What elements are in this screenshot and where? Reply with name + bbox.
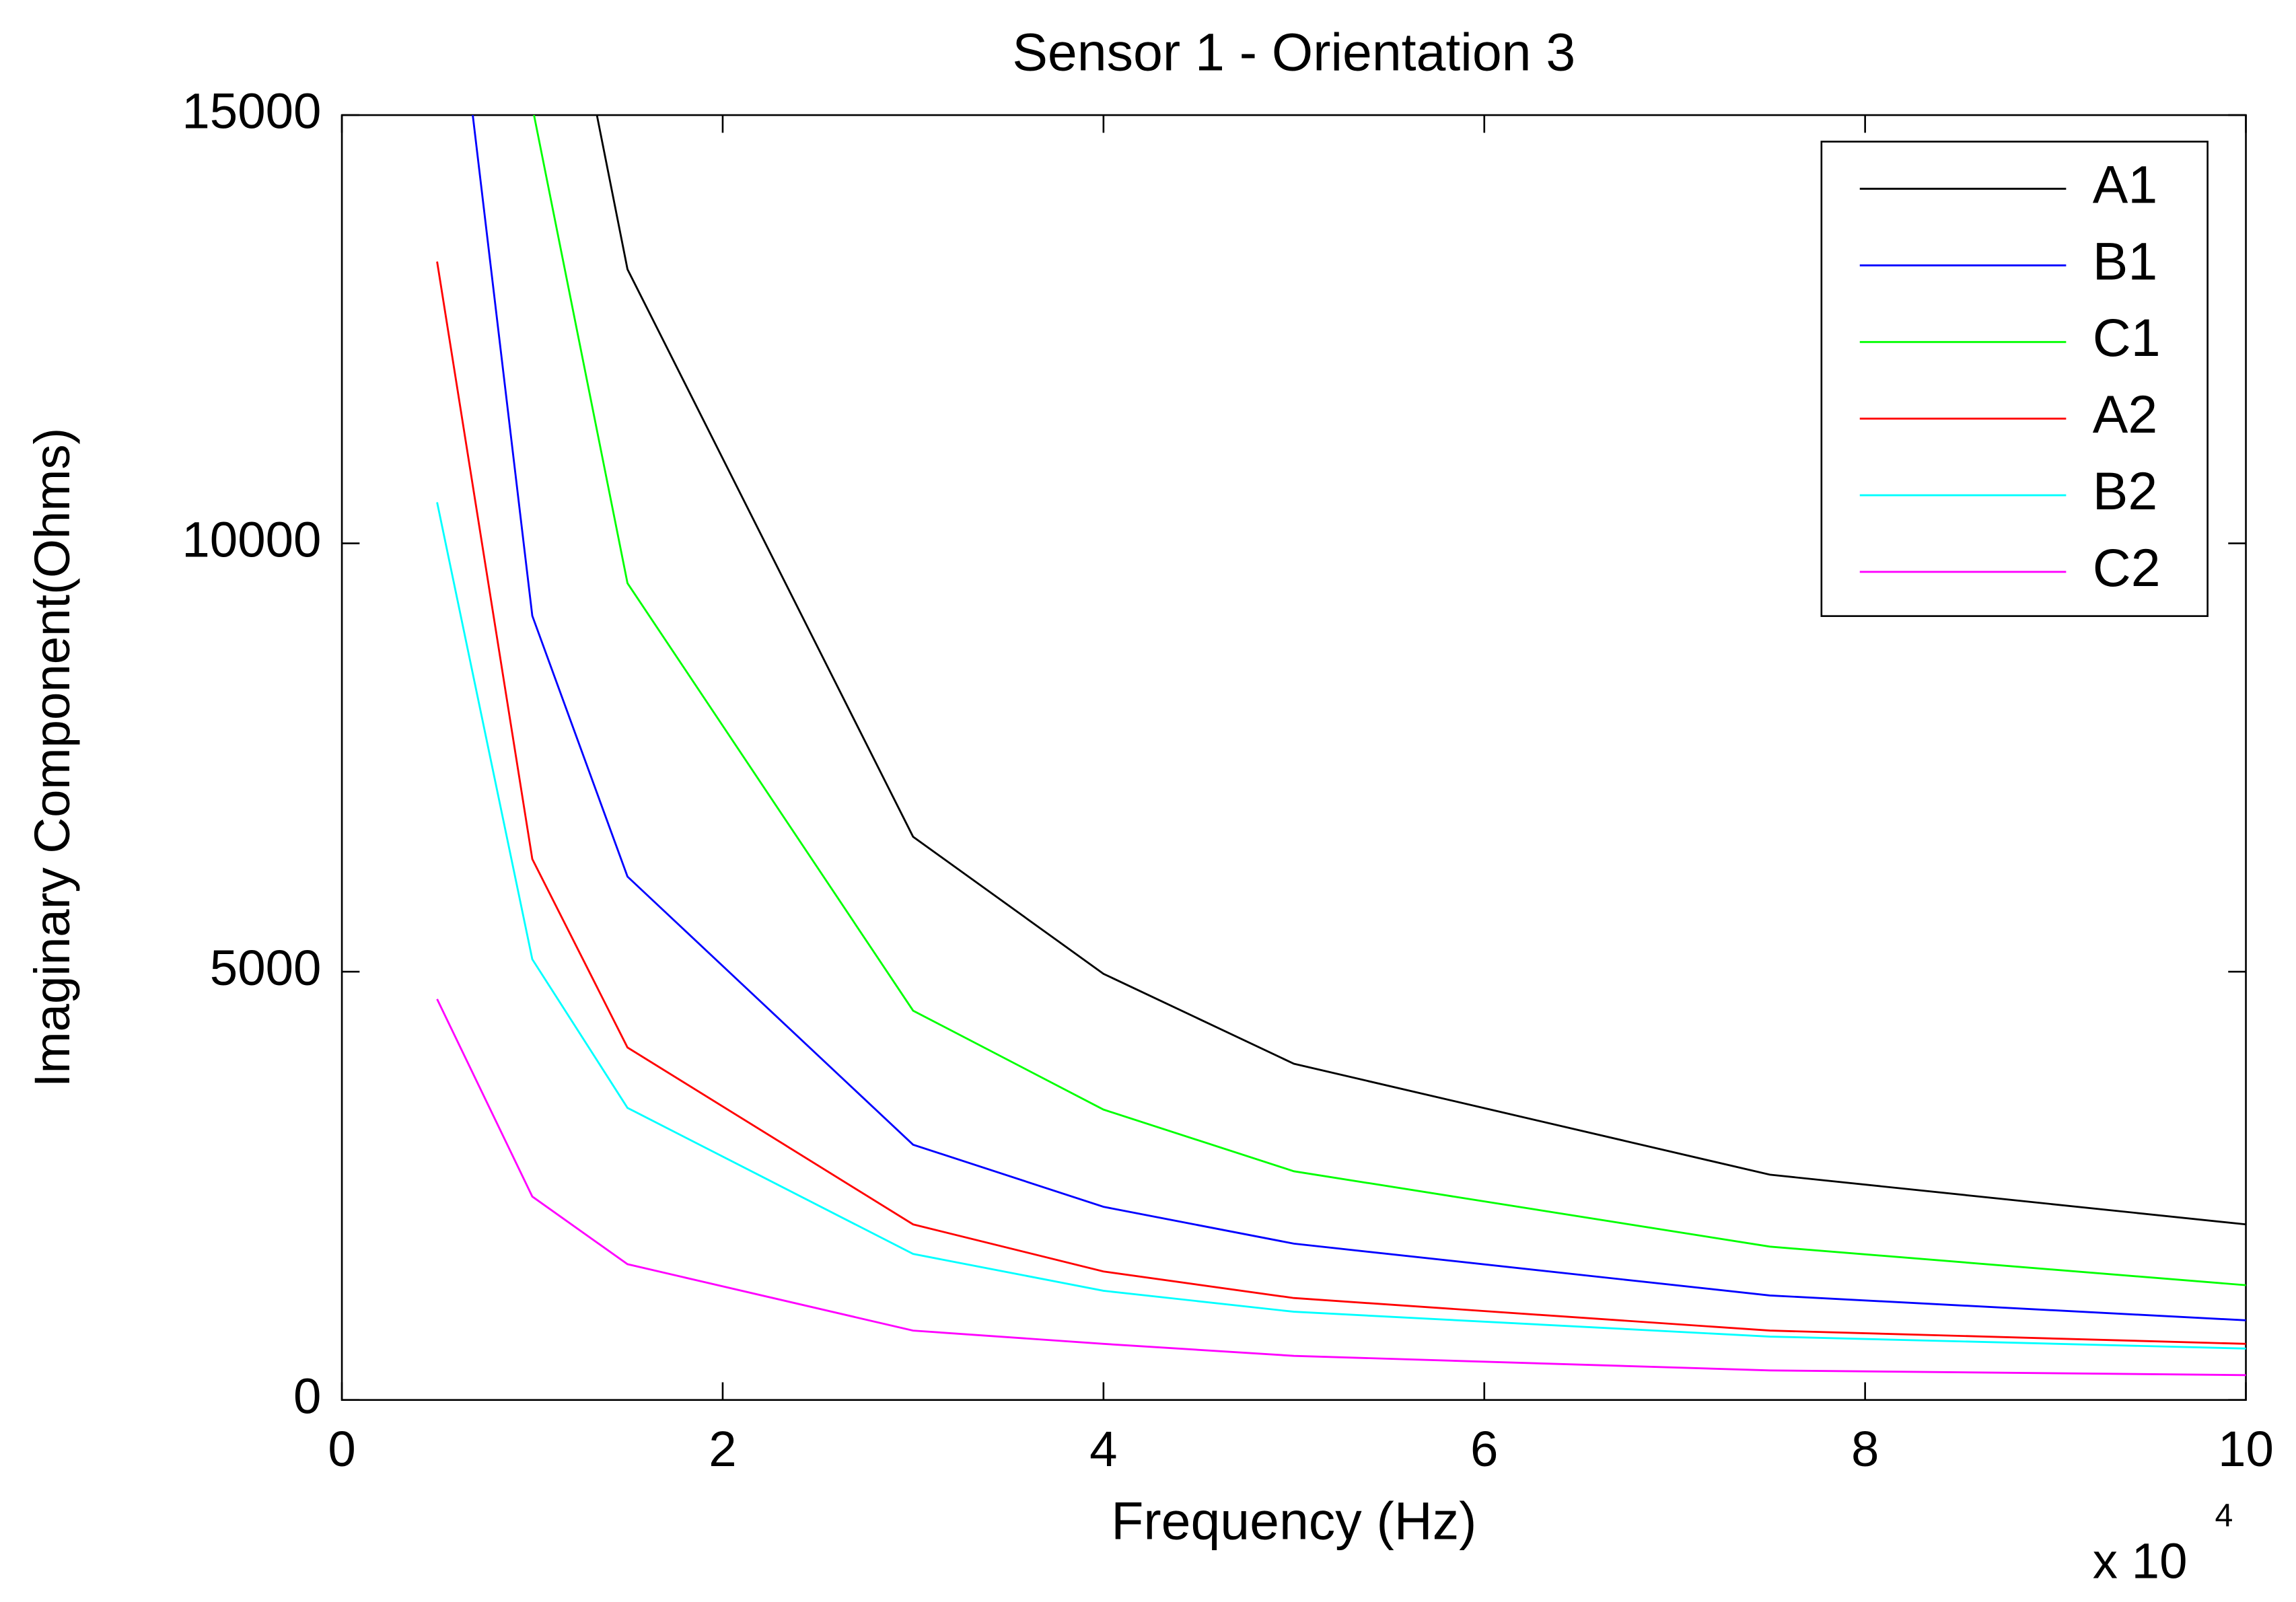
legend-label: B1 — [2093, 231, 2157, 291]
x-tick-label: 10 — [2218, 1421, 2274, 1477]
x-tick-label: 6 — [1470, 1421, 1498, 1477]
x-multiplier-base: x 10 — [2093, 1533, 2188, 1589]
x-tick-label: 0 — [328, 1421, 355, 1477]
x-tick-label: 2 — [709, 1421, 736, 1477]
y-tick-label: 15000 — [182, 83, 321, 139]
plot-lines — [436, 115, 2246, 1377]
series-line — [436, 261, 2246, 1345]
series-line — [436, 998, 2246, 1377]
series-line — [472, 115, 2246, 1321]
y-tick-label: 5000 — [210, 940, 322, 996]
legend-label: B2 — [2093, 462, 2157, 521]
x-multiplier-exponent: 4 — [2215, 1498, 2233, 1534]
x-tick-label: 8 — [1851, 1421, 1879, 1477]
legend-label: C2 — [2093, 538, 2161, 597]
y-tick-label: 10000 — [182, 511, 321, 567]
legend-label: A2 — [2093, 385, 2157, 444]
x-axis-label: Frequency (Hz) — [1111, 1492, 1476, 1551]
x-tick-label: 4 — [1089, 1421, 1117, 1477]
legend-label: C1 — [2093, 308, 2161, 367]
series-line — [533, 115, 2246, 1286]
series-line — [436, 502, 2246, 1350]
chart-title: Sensor 1 - Orientation 3 — [1012, 22, 1575, 81]
series-line — [596, 115, 2246, 1226]
legend-box — [1820, 141, 2209, 617]
y-axis-label: Imaginary Component(Ohms) — [24, 428, 80, 1087]
y-tick-label: 0 — [293, 1368, 321, 1424]
legend-label: A1 — [2093, 155, 2157, 214]
